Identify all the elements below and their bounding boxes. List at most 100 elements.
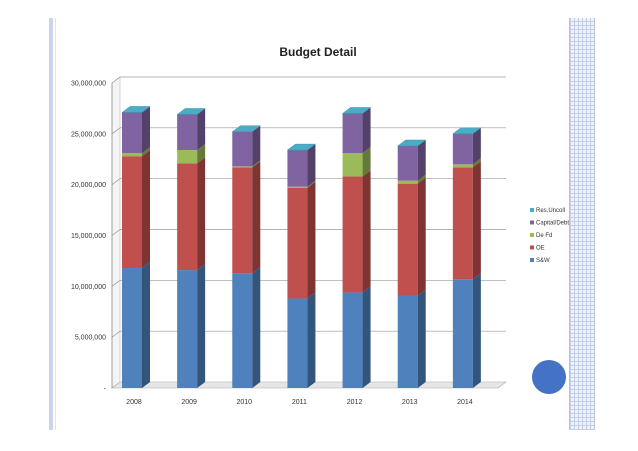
bar-front <box>177 163 198 271</box>
y-gridline <box>111 279 506 287</box>
bar-front <box>177 150 198 164</box>
y-gridline <box>111 229 506 236</box>
bar-side <box>307 180 316 188</box>
bar-side <box>472 273 481 388</box>
bar-top-cap <box>121 106 151 113</box>
y-tick-label: 30,000,000 <box>71 81 106 88</box>
bar-side <box>252 161 261 274</box>
legend-label: OE <box>536 246 545 252</box>
bar-segment-s-w <box>122 262 150 388</box>
bar-segment-capital-debt <box>452 127 481 165</box>
y-tick-label: 10,000,000 <box>71 284 106 291</box>
bar-side <box>307 292 316 388</box>
slide-right-pattern-strip <box>569 18 595 430</box>
chart-title: Budget Detail <box>279 45 356 59</box>
y-gridline <box>111 330 506 338</box>
bar-segment-oe <box>122 150 150 269</box>
slide-decoration-circle <box>532 360 566 394</box>
bar-side <box>142 106 150 154</box>
bar-front <box>452 164 473 168</box>
bar-segment-de-fd <box>122 147 150 157</box>
legend-swatch <box>530 245 534 250</box>
bar-segment-de-fd <box>232 160 261 168</box>
chart-axes: - 5,000,000 10,000,000 15,000,000 20,000,000… <box>71 81 473 407</box>
bar-segment-oe <box>232 161 261 274</box>
legend-swatch <box>530 220 534 225</box>
y-tick-label: - <box>104 386 107 393</box>
legend-label: Capital/Debt <box>536 221 569 227</box>
bar-segment-s-w <box>177 264 206 388</box>
bar-front <box>452 279 473 388</box>
bar-front <box>287 298 308 388</box>
bar-side <box>362 286 371 388</box>
bar-front <box>397 295 418 388</box>
bar-front <box>397 180 418 184</box>
bar-top-cap <box>341 107 372 114</box>
bar-side <box>252 160 261 168</box>
chart-bars <box>121 106 482 388</box>
bar-front <box>452 133 473 165</box>
y-tick-label: 20,000,000 <box>71 182 106 189</box>
bar-segment-s-w <box>452 273 481 388</box>
bar-segment-de-fd <box>287 180 316 188</box>
bar-side <box>197 108 206 151</box>
bar-segment-oe <box>342 170 371 293</box>
bar-front <box>397 146 418 181</box>
bar-front <box>342 113 363 154</box>
bar-side <box>417 174 426 184</box>
x-tick-label: 2008 <box>126 399 142 406</box>
bar-front <box>177 114 198 151</box>
bar-front <box>177 270 198 388</box>
bar-front <box>122 156 142 269</box>
bar-side <box>197 264 206 388</box>
x-tick-label: 2009 <box>181 399 197 406</box>
legend-swatch <box>530 233 534 237</box>
slide-left-accent-bar <box>49 18 53 430</box>
x-tick-label: 2010 <box>236 399 252 406</box>
y-gridline <box>111 127 506 135</box>
y-tick-label: 15,000,000 <box>71 233 106 240</box>
y-gridline <box>111 76 506 84</box>
legend-label: Res.Uncoll <box>536 208 565 214</box>
bar-front <box>287 150 308 187</box>
bar-front <box>397 183 418 296</box>
bar-front <box>287 187 308 299</box>
bar-front <box>232 273 253 388</box>
bar-side <box>197 144 206 164</box>
bar-segment-capital-debt <box>397 140 426 181</box>
bar-front <box>122 153 142 157</box>
bar-segment-de-fd <box>452 158 481 168</box>
x-tick-label: 2012 <box>347 399 363 406</box>
chart-legend: Res.Uncoll Capital/Debt De Fd OE S&W <box>530 208 569 264</box>
bar-segment-capital-debt <box>232 125 261 167</box>
bar-side <box>472 127 481 165</box>
bar-segment-oe <box>177 157 206 271</box>
bar-front <box>122 268 142 388</box>
x-tick-label: 2011 <box>292 399 307 406</box>
bar-side <box>252 125 261 167</box>
bar-side <box>142 150 150 269</box>
bar-segment-de-fd <box>342 147 371 177</box>
bar-segment-capital-debt <box>122 106 150 154</box>
bar-front <box>342 292 363 388</box>
bar-side <box>417 140 426 181</box>
bar-side <box>362 107 371 154</box>
bar-top-cap <box>286 143 317 151</box>
bar-side <box>142 147 150 157</box>
bar-side <box>417 289 426 388</box>
legend-swatch <box>530 258 534 262</box>
bar-segment-s-w <box>232 267 261 388</box>
bar-front <box>232 131 253 167</box>
x-tick-label: 2014 <box>457 399 473 406</box>
y-gridline <box>111 178 506 185</box>
bar-segment-oe <box>452 161 481 280</box>
bar-front <box>342 176 363 293</box>
bar-side <box>197 157 206 271</box>
bar-side <box>307 144 316 187</box>
legend-label: S&W <box>536 258 550 264</box>
bar-top-cap <box>176 108 206 115</box>
bar-side <box>472 161 481 280</box>
bar-segment-s-w <box>342 286 371 388</box>
y-tick-label: 5,000,000 <box>75 335 106 342</box>
